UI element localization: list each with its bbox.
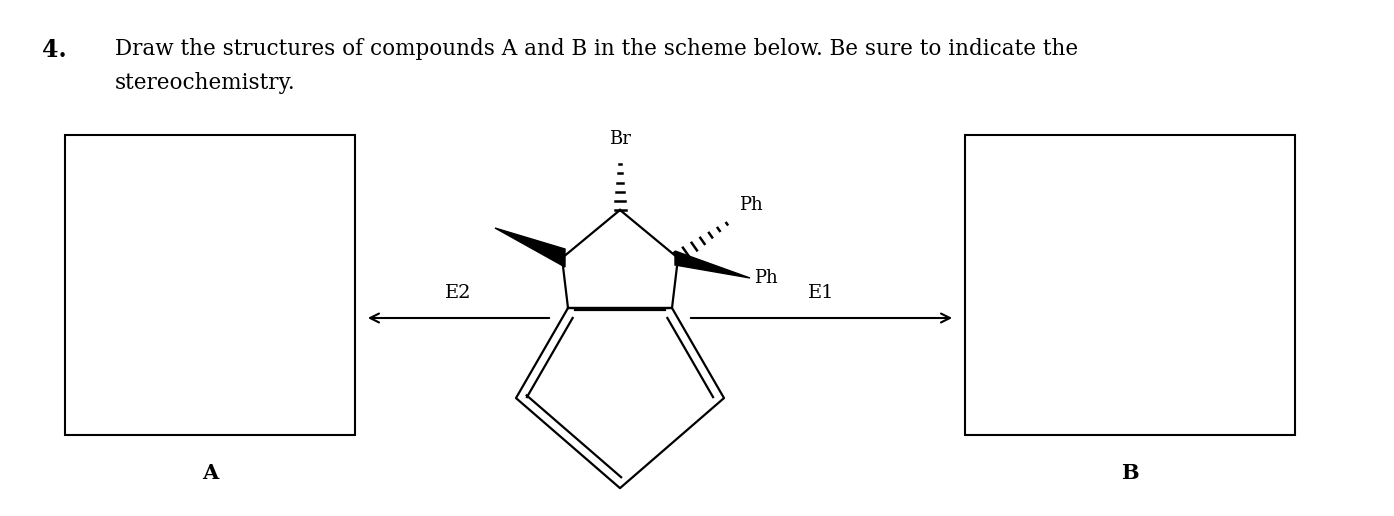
Text: stereochemistry.: stereochemistry. (114, 72, 296, 94)
Bar (965, 135, 1295, 435)
Polygon shape (495, 228, 565, 267)
Text: Draw the structures of compounds A and B in the scheme below. Be sure to indicat: Draw the structures of compounds A and B… (114, 38, 1078, 60)
Text: B: B (1121, 463, 1139, 483)
Text: Ph: Ph (754, 269, 778, 287)
Text: Ph: Ph (739, 196, 763, 214)
Text: 4.: 4. (42, 38, 67, 62)
Bar (66, 135, 355, 435)
Text: E2: E2 (445, 284, 471, 302)
Polygon shape (675, 251, 750, 278)
Text: A: A (202, 463, 217, 483)
Text: E1: E1 (809, 284, 835, 302)
Text: Br: Br (609, 130, 631, 148)
